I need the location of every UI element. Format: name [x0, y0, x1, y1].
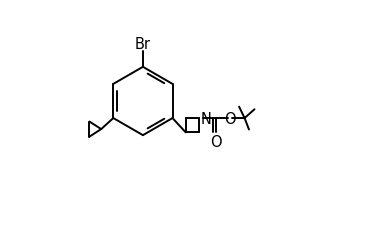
- Text: O: O: [210, 135, 222, 149]
- Text: Br: Br: [135, 36, 151, 52]
- Text: O: O: [224, 111, 236, 126]
- Text: N: N: [200, 112, 211, 127]
